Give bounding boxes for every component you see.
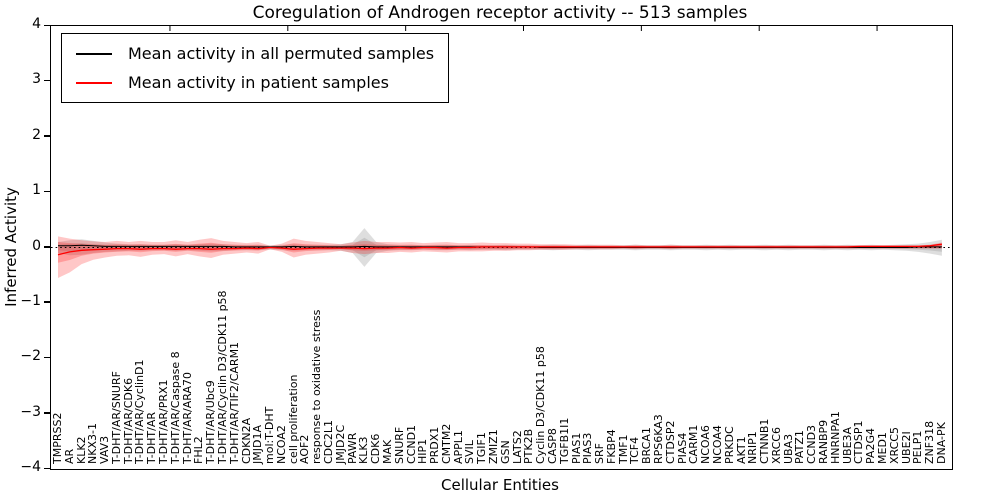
legend-line-patient	[76, 81, 112, 84]
patient-mean-line	[57, 243, 942, 256]
y-tick-mark	[44, 135, 50, 137]
x-tick-label: XRCC5	[887, 427, 901, 464]
y-tick-label: 0	[32, 237, 41, 254]
legend: Mean activity in all permuted samples Me…	[61, 33, 450, 103]
patient-range-band-outer	[58, 236, 942, 278]
x-tick-label: JMJD2C	[333, 424, 347, 464]
x-tick-label: T-DHT/AR/SNURF	[109, 371, 123, 464]
x-tick-label: T-DHT/AR/TIF2/CARM1	[227, 341, 241, 464]
plot-area: Mean activity in all permuted samples Me…	[50, 25, 953, 470]
x-tick-label: XRCC6	[769, 427, 783, 464]
x-tick-label: HNRNPA1	[828, 411, 842, 464]
x-tick-label: SNURF	[392, 426, 406, 464]
chart-canvas	[51, 26, 952, 278]
legend-line-permuted	[76, 52, 112, 55]
x-tick-label: NCOA4	[710, 425, 724, 464]
y-tick-mark	[44, 467, 50, 469]
x-tick-label: CTDSP2	[663, 420, 677, 464]
y-tick-mark	[44, 24, 50, 26]
y-tick-mark	[44, 301, 50, 303]
legend-label-permuted: Mean activity in all permuted samples	[128, 44, 435, 63]
x-tick-label: T-DHT/AR/Caspase 8	[168, 351, 182, 464]
y-tick-mark	[44, 246, 50, 248]
legend-label-patient: Mean activity in patient samples	[128, 73, 389, 92]
x-axis-label: Cellular Entities	[441, 476, 559, 494]
chart-title: Coregulation of Androgen receptor activi…	[252, 3, 748, 23]
x-tick-label: MED1	[875, 432, 889, 464]
legend-row-permuted: Mean activity in all permuted samples	[70, 39, 434, 68]
y-tick-mark	[44, 356, 50, 359]
x-tick-label: PRKDC	[722, 426, 736, 464]
y-tick-label: 1	[32, 182, 41, 199]
legend-row-patient: Mean activity in patient samples	[70, 68, 434, 97]
x-tick-label: DNA-PK	[934, 422, 948, 464]
y-tick-mark	[44, 412, 50, 414]
y-tick-mark	[44, 190, 50, 193]
y-tick-label: 2	[32, 126, 41, 143]
x-tick-label: GSN	[498, 440, 512, 464]
y-tick-label: −2	[20, 348, 41, 365]
y-tick-label: 4	[32, 16, 41, 32]
y-tick-label: 3	[32, 71, 41, 88]
y-tick-label: −4	[20, 459, 41, 475]
x-tick-label: FKBP4	[604, 429, 618, 464]
y-tick-label: −3	[20, 403, 41, 420]
x-tick-label: CMTM2	[439, 423, 453, 464]
x-tick-label: TGFB1I1	[557, 417, 571, 464]
y-tick-label: −1	[20, 292, 41, 309]
x-tick-label: NCOA2	[274, 425, 288, 464]
y-tick-mark	[44, 79, 50, 82]
x-tick-label: AR	[62, 448, 76, 464]
